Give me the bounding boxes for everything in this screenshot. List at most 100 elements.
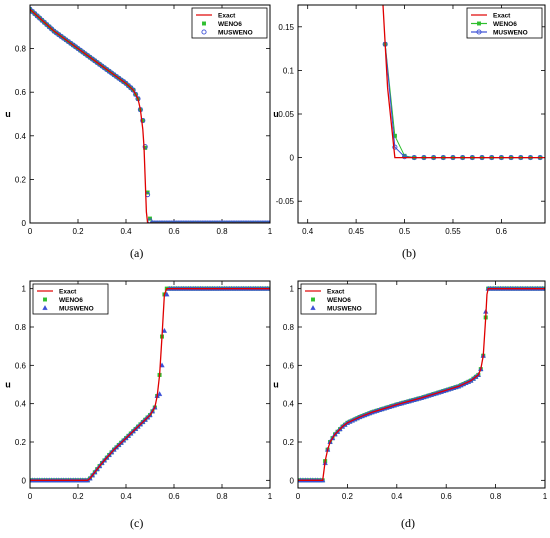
data-point-musweno (164, 291, 170, 297)
series-weno6 (298, 286, 545, 483)
y-axis-label: u (273, 380, 279, 390)
y-tick-label: 0 (290, 476, 295, 485)
plot-frame (297, 4, 546, 224)
plot-frame (29, 4, 271, 224)
legend-marker-musweno (476, 29, 482, 35)
series-musweno (30, 285, 270, 483)
legend-label-musweno: MUSWENO (327, 306, 362, 313)
y-axis-label: u (273, 109, 279, 119)
x-tick-label: 0.8 (490, 492, 502, 501)
caption-c: (c) (130, 516, 144, 530)
legend-label-exact: Exact (218, 13, 236, 20)
x-tick-label: 0 (28, 227, 33, 236)
y-tick-label: 0 (22, 219, 27, 228)
data-point-musweno (140, 117, 146, 124)
plot-frame (29, 280, 271, 489)
x-tick-label: 0.6 (441, 492, 453, 501)
x-tick-label: 0 (28, 492, 33, 501)
y-tick-label: 0.2 (283, 438, 295, 447)
legend-marker-musweno (201, 29, 207, 35)
legend-marker-musweno (310, 305, 316, 310)
y-tick-label: 0.8 (15, 323, 27, 332)
legend-label-musweno: MUSWENO (493, 30, 528, 37)
legend-label-exact: Exact (327, 289, 345, 296)
legend-marker-musweno (42, 305, 48, 310)
caption-b: (b) (402, 246, 416, 260)
series-weno6 (383, 42, 543, 160)
y-tick-label: 1 (290, 285, 295, 294)
y-tick-label: 0.4 (15, 132, 27, 141)
y-tick-label: 0.2 (15, 175, 27, 184)
series-weno6 (30, 286, 270, 483)
legend-label-weno6: WENO6 (327, 297, 351, 304)
x-tick-label: 1 (268, 492, 273, 501)
x-tick-label: 1 (543, 492, 548, 501)
x-tick-label: 0.55 (445, 227, 461, 236)
x-tick-label: 0.2 (342, 492, 354, 501)
x-tick-label: 0.6 (168, 227, 180, 236)
y-axis-label: u (5, 380, 11, 390)
y-tick-label: 0.4 (283, 400, 295, 409)
series-musweno (298, 285, 545, 483)
y-tick-label: 0.05 (278, 110, 294, 119)
x-tick-label: 0.8 (216, 227, 228, 236)
legend-label-weno6: WENO6 (59, 297, 83, 304)
legend-marker-weno6 (311, 297, 316, 302)
data-point-musweno (142, 144, 148, 150)
y-tick-label: 0.8 (15, 45, 27, 54)
series-line-exact (30, 8, 270, 223)
legend-label-musweno: MUSWENO (218, 30, 253, 37)
caption-a: (a) (130, 246, 144, 260)
y-tick-label: -0.05 (276, 197, 295, 206)
legend-label-musweno: MUSWENO (59, 306, 94, 313)
plot-area (30, 285, 270, 483)
x-tick-label: 0.2 (72, 492, 84, 501)
y-tick-label: 0.6 (15, 88, 27, 97)
y-tick-label: 1 (22, 285, 27, 294)
y-tick-label: 0.4 (15, 400, 27, 409)
x-tick-label: 0.6 (496, 227, 508, 236)
plot-area (298, 285, 545, 483)
y-tick-label: 0.1 (283, 66, 295, 75)
caption-d: (d) (401, 516, 415, 530)
y-tick-label: 0 (290, 154, 295, 163)
plot-frame (297, 280, 546, 489)
legend-label-exact: Exact (493, 13, 511, 20)
series-line-exact (382, 5, 545, 159)
data-point-musweno (133, 91, 139, 97)
x-tick-label: 0.5 (399, 227, 411, 236)
x-tick-label: 0.4 (302, 227, 314, 236)
legend-label-weno6: WENO6 (218, 21, 242, 28)
data-point-musweno (392, 144, 398, 150)
legend-label-weno6: WENO6 (493, 21, 517, 28)
y-tick-label: 0.8 (283, 323, 295, 332)
y-tick-label: 0.15 (278, 23, 294, 32)
data-point-musweno (161, 327, 168, 333)
legend-marker-weno6 (477, 21, 482, 26)
data-point-musweno (156, 391, 163, 397)
x-tick-label: 0.8 (216, 492, 228, 501)
x-tick-label: 1 (268, 227, 273, 236)
x-tick-label: 0.2 (72, 227, 84, 236)
x-tick-label: 0.45 (348, 227, 364, 236)
panel-b: 0.4 0.45 0.5 0.55 0.6 -0.05 0 0.05 0.1 0.15 u Exact… (273, 4, 546, 236)
plot-area (382, 5, 545, 161)
y-tick-label: 0.6 (15, 361, 27, 370)
legend-label-exact: Exact (59, 289, 77, 296)
plot-area (30, 6, 270, 223)
y-tick-label: 0.6 (283, 361, 295, 370)
x-tick-label: 0.4 (120, 492, 132, 501)
y-tick-label: 0.2 (15, 438, 27, 447)
x-tick-label: 0.4 (120, 227, 132, 236)
x-tick-label: 0 (296, 492, 301, 501)
series-line-exact (30, 288, 270, 481)
